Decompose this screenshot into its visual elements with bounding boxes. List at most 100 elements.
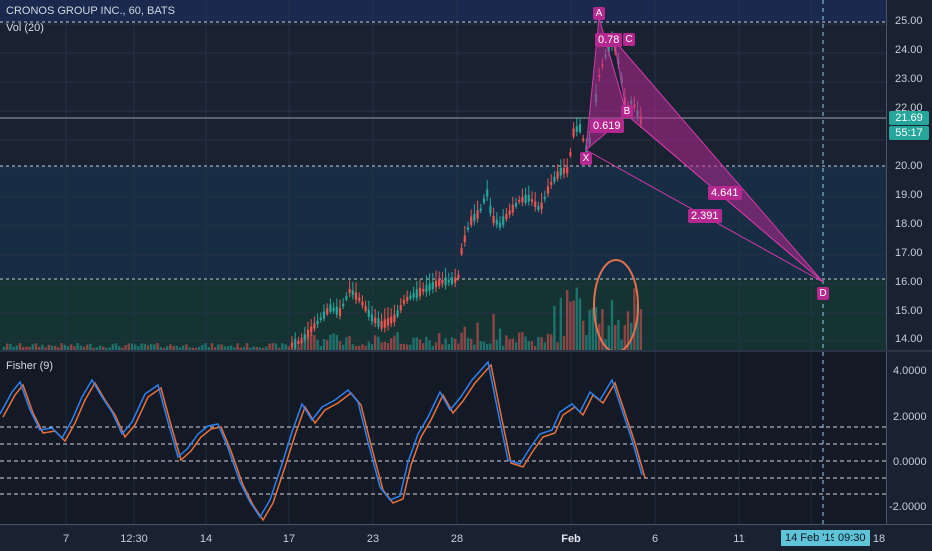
point-b-label: B: [621, 105, 633, 118]
candle-body: [431, 282, 434, 290]
candle-body: [383, 319, 386, 328]
volume-bar: [342, 344, 345, 350]
volume-bar: [50, 345, 54, 350]
volume-bar: [530, 341, 534, 350]
ratio-bd-label: 4.641: [708, 186, 742, 200]
volume-bar: [105, 347, 108, 350]
volume-bar: [460, 332, 463, 350]
volume-bar: [422, 343, 425, 350]
ratio-ac-label: 0.78: [595, 33, 623, 47]
volume-bar: [274, 343, 278, 350]
volume-bar: [63, 344, 66, 350]
candle-body: [582, 138, 585, 141]
volume-bar: [306, 335, 310, 350]
volume-bar: [498, 328, 502, 350]
fisher-tick: 2.0000: [893, 411, 927, 423]
volume-bar: [524, 336, 527, 350]
volume-bar: [108, 347, 111, 350]
volume-bar: [316, 339, 319, 350]
candle-body: [466, 227, 470, 230]
candle-body: [303, 334, 306, 340]
candle-body: [489, 205, 492, 214]
candle-body: [370, 314, 374, 322]
volume-bar: [249, 347, 252, 350]
last-price-tag: 21.69: [889, 111, 929, 125]
volume-bar: [127, 343, 130, 350]
volume-bar: [556, 342, 559, 350]
volume-bar: [34, 343, 38, 350]
volume-bar: [502, 345, 505, 350]
volume-bar: [246, 343, 249, 350]
ratio-xd-label: 2.391: [688, 209, 722, 223]
candle-body: [543, 196, 546, 200]
fisher-indicator-pane[interactable]: Fisher (9): [0, 352, 886, 524]
volume-bar: [588, 309, 591, 350]
price-tick: 14.00: [895, 333, 923, 345]
volume-bar: [335, 334, 338, 350]
candle-body: [534, 201, 537, 208]
price-tick: 20.00: [895, 160, 923, 172]
volume-bar: [610, 299, 614, 350]
candle-body: [351, 290, 354, 296]
volume-bar: [345, 337, 348, 350]
volume-legend[interactable]: Vol (20): [6, 22, 44, 34]
volume-bar: [217, 344, 220, 350]
candle-body: [521, 196, 524, 203]
volume-bar: [159, 347, 162, 350]
time-tick: 6: [651, 533, 659, 545]
time-axis[interactable]: 7 12:30 14 17 23 28 Feb 6 11 14 Feb '19 …: [0, 524, 932, 551]
lower-zone-shading: [0, 279, 886, 350]
candle-body: [578, 124, 582, 132]
volume-bar: [25, 346, 28, 350]
price-axis[interactable]: 25.00 24.00 23.00 22.00 21.00 20.00 19.0…: [886, 0, 932, 350]
candle-body: [390, 316, 393, 324]
volume-bar: [630, 322, 633, 350]
candle-body: [505, 214, 508, 220]
point-c-label: C: [623, 33, 635, 46]
volume-bar: [447, 344, 450, 350]
fisher-canvas[interactable]: [0, 352, 886, 524]
crosshair-date-tag: 14 Feb '19: [781, 530, 841, 546]
candle-body: [393, 314, 396, 323]
volume-bar: [130, 343, 134, 350]
volume-bar: [441, 344, 444, 350]
upper-zone-shading: [0, 0, 886, 22]
volume-bar: [265, 346, 268, 350]
candle-body: [441, 279, 444, 284]
volume-bar: [367, 341, 370, 350]
volume-bar: [463, 326, 466, 350]
symbol-title[interactable]: CRONOS GROUP INC., 60, BATS: [6, 5, 175, 17]
volume-bar: [153, 344, 156, 350]
candle-body: [463, 235, 466, 243]
volume-bar: [2, 346, 6, 350]
price-chart-canvas[interactable]: [0, 0, 886, 350]
volume-bar: [57, 347, 60, 350]
volume-bar: [134, 344, 137, 350]
candle-body: [486, 189, 489, 197]
fisher-tick: -2.0000: [889, 501, 927, 513]
candle-body: [294, 339, 297, 348]
candle-body: [450, 277, 454, 285]
candle-body: [492, 215, 495, 223]
volume-bar: [473, 344, 476, 350]
candle-body: [559, 167, 562, 176]
volume-bar: [166, 346, 169, 350]
time-tick: 28: [450, 533, 464, 545]
candle-body: [313, 323, 316, 329]
volume-bar: [210, 343, 214, 350]
volume-bar: [226, 346, 230, 350]
time-tick: 14: [199, 533, 213, 545]
volume-bar: [406, 344, 409, 350]
volume-bar: [79, 345, 82, 350]
volume-bar: [300, 341, 303, 350]
candle-body: [415, 289, 418, 299]
price-chart-pane[interactable]: CRONOS GROUP INC., 60, BATS Vol (20) A C…: [0, 0, 886, 350]
volume-bar: [31, 344, 34, 350]
time-tick: Feb: [561, 533, 581, 545]
fisher-legend[interactable]: Fisher (9): [6, 360, 54, 372]
candle-body: [447, 279, 450, 283]
volume-bar: [98, 345, 102, 350]
fisher-axis[interactable]: 4.0000 2.0000 0.0000 -2.0000: [886, 352, 932, 524]
pane-divider[interactable]: [0, 350, 932, 352]
volume-bar: [297, 346, 300, 350]
